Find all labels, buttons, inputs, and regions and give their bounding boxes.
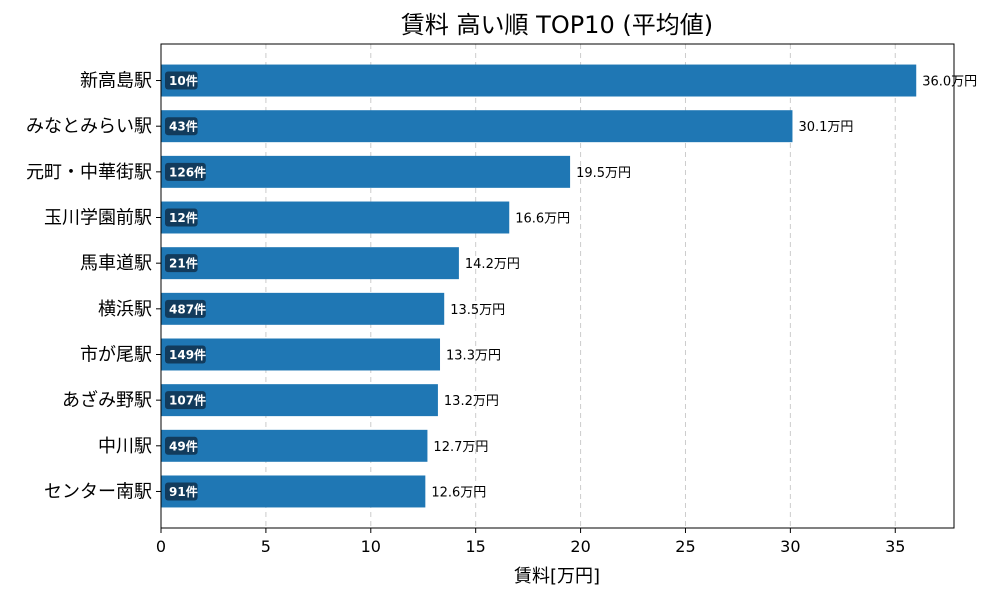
value-label: 12.7万円 [433,440,488,455]
bar-9 [161,475,426,508]
value-label: 16.6万円 [515,212,570,227]
count-badge [165,299,206,318]
bar-2 [161,155,571,188]
bar-4 [161,247,459,280]
count-badge [165,71,198,90]
bar-7 [161,384,438,417]
category-label: 横浜駅 [98,299,152,320]
value-label: 13.2万円 [444,394,499,409]
count-label: 21件 [169,256,198,271]
bar-3 [161,201,510,234]
bar-1 [161,110,793,143]
x-tick-label: 0 [156,537,166,556]
bar-6 [161,338,441,371]
bar-0 [161,64,917,97]
value-label: 36.0万円 [922,75,977,90]
count-label: 49件 [169,438,198,453]
count-badge [165,436,198,455]
count-label: 487件 [169,301,206,316]
count-badge [165,345,206,364]
x-tick-label: 20 [570,537,590,556]
chart-title: 賃料 高い順 TOP10 (平均値) [401,11,713,39]
x-tick-label: 35 [885,537,905,556]
x-tick-label: 25 [675,537,695,556]
x-tick-label: 5 [261,537,271,556]
bars [161,64,917,508]
count-badge [165,391,206,410]
count-badge [165,254,198,273]
bar-5 [161,292,445,325]
value-label: 19.5万円 [576,166,631,181]
x-tick-label: 30 [780,537,800,556]
count-label: 10件 [169,73,198,88]
count-badge [165,482,198,501]
value-label: 30.1万円 [798,120,853,135]
category-label: 馬車道駅 [80,253,152,274]
count-label: 107件 [169,393,206,408]
value-label: 14.2万円 [465,257,520,272]
category-label: みなとみらい駅 [26,116,152,137]
count-label: 149件 [169,347,206,362]
count-badge [165,117,198,136]
count-label: 43件 [169,119,198,134]
count-label: 126件 [169,164,206,179]
value-label: 12.6万円 [431,485,486,500]
bar-8 [161,429,428,462]
x-tick-label: 15 [466,537,486,556]
value-label: 13.5万円 [450,303,505,318]
category-label: あざみ野駅 [62,389,152,411]
count-label: 12件 [169,210,198,225]
count-label: 91件 [169,484,198,499]
category-label: 新高島駅 [80,71,152,92]
category-label: 市が尾駅 [80,344,152,365]
value-label: 13.3万円 [446,348,501,363]
x-tick-label: 10 [361,537,381,556]
plot-frame [160,43,955,529]
axes: 0 5 10 15 20 25 30 35 [156,43,955,556]
count-badge [165,162,206,181]
count-badge [165,208,198,227]
category-label: 中川駅 [98,436,152,457]
category-label: センター南駅 [44,481,152,502]
category-label: 元町・中華街駅 [26,162,152,183]
x-axis-title: 賃料[万円] [514,566,600,587]
category-label: 玉川学園前駅 [44,208,152,229]
